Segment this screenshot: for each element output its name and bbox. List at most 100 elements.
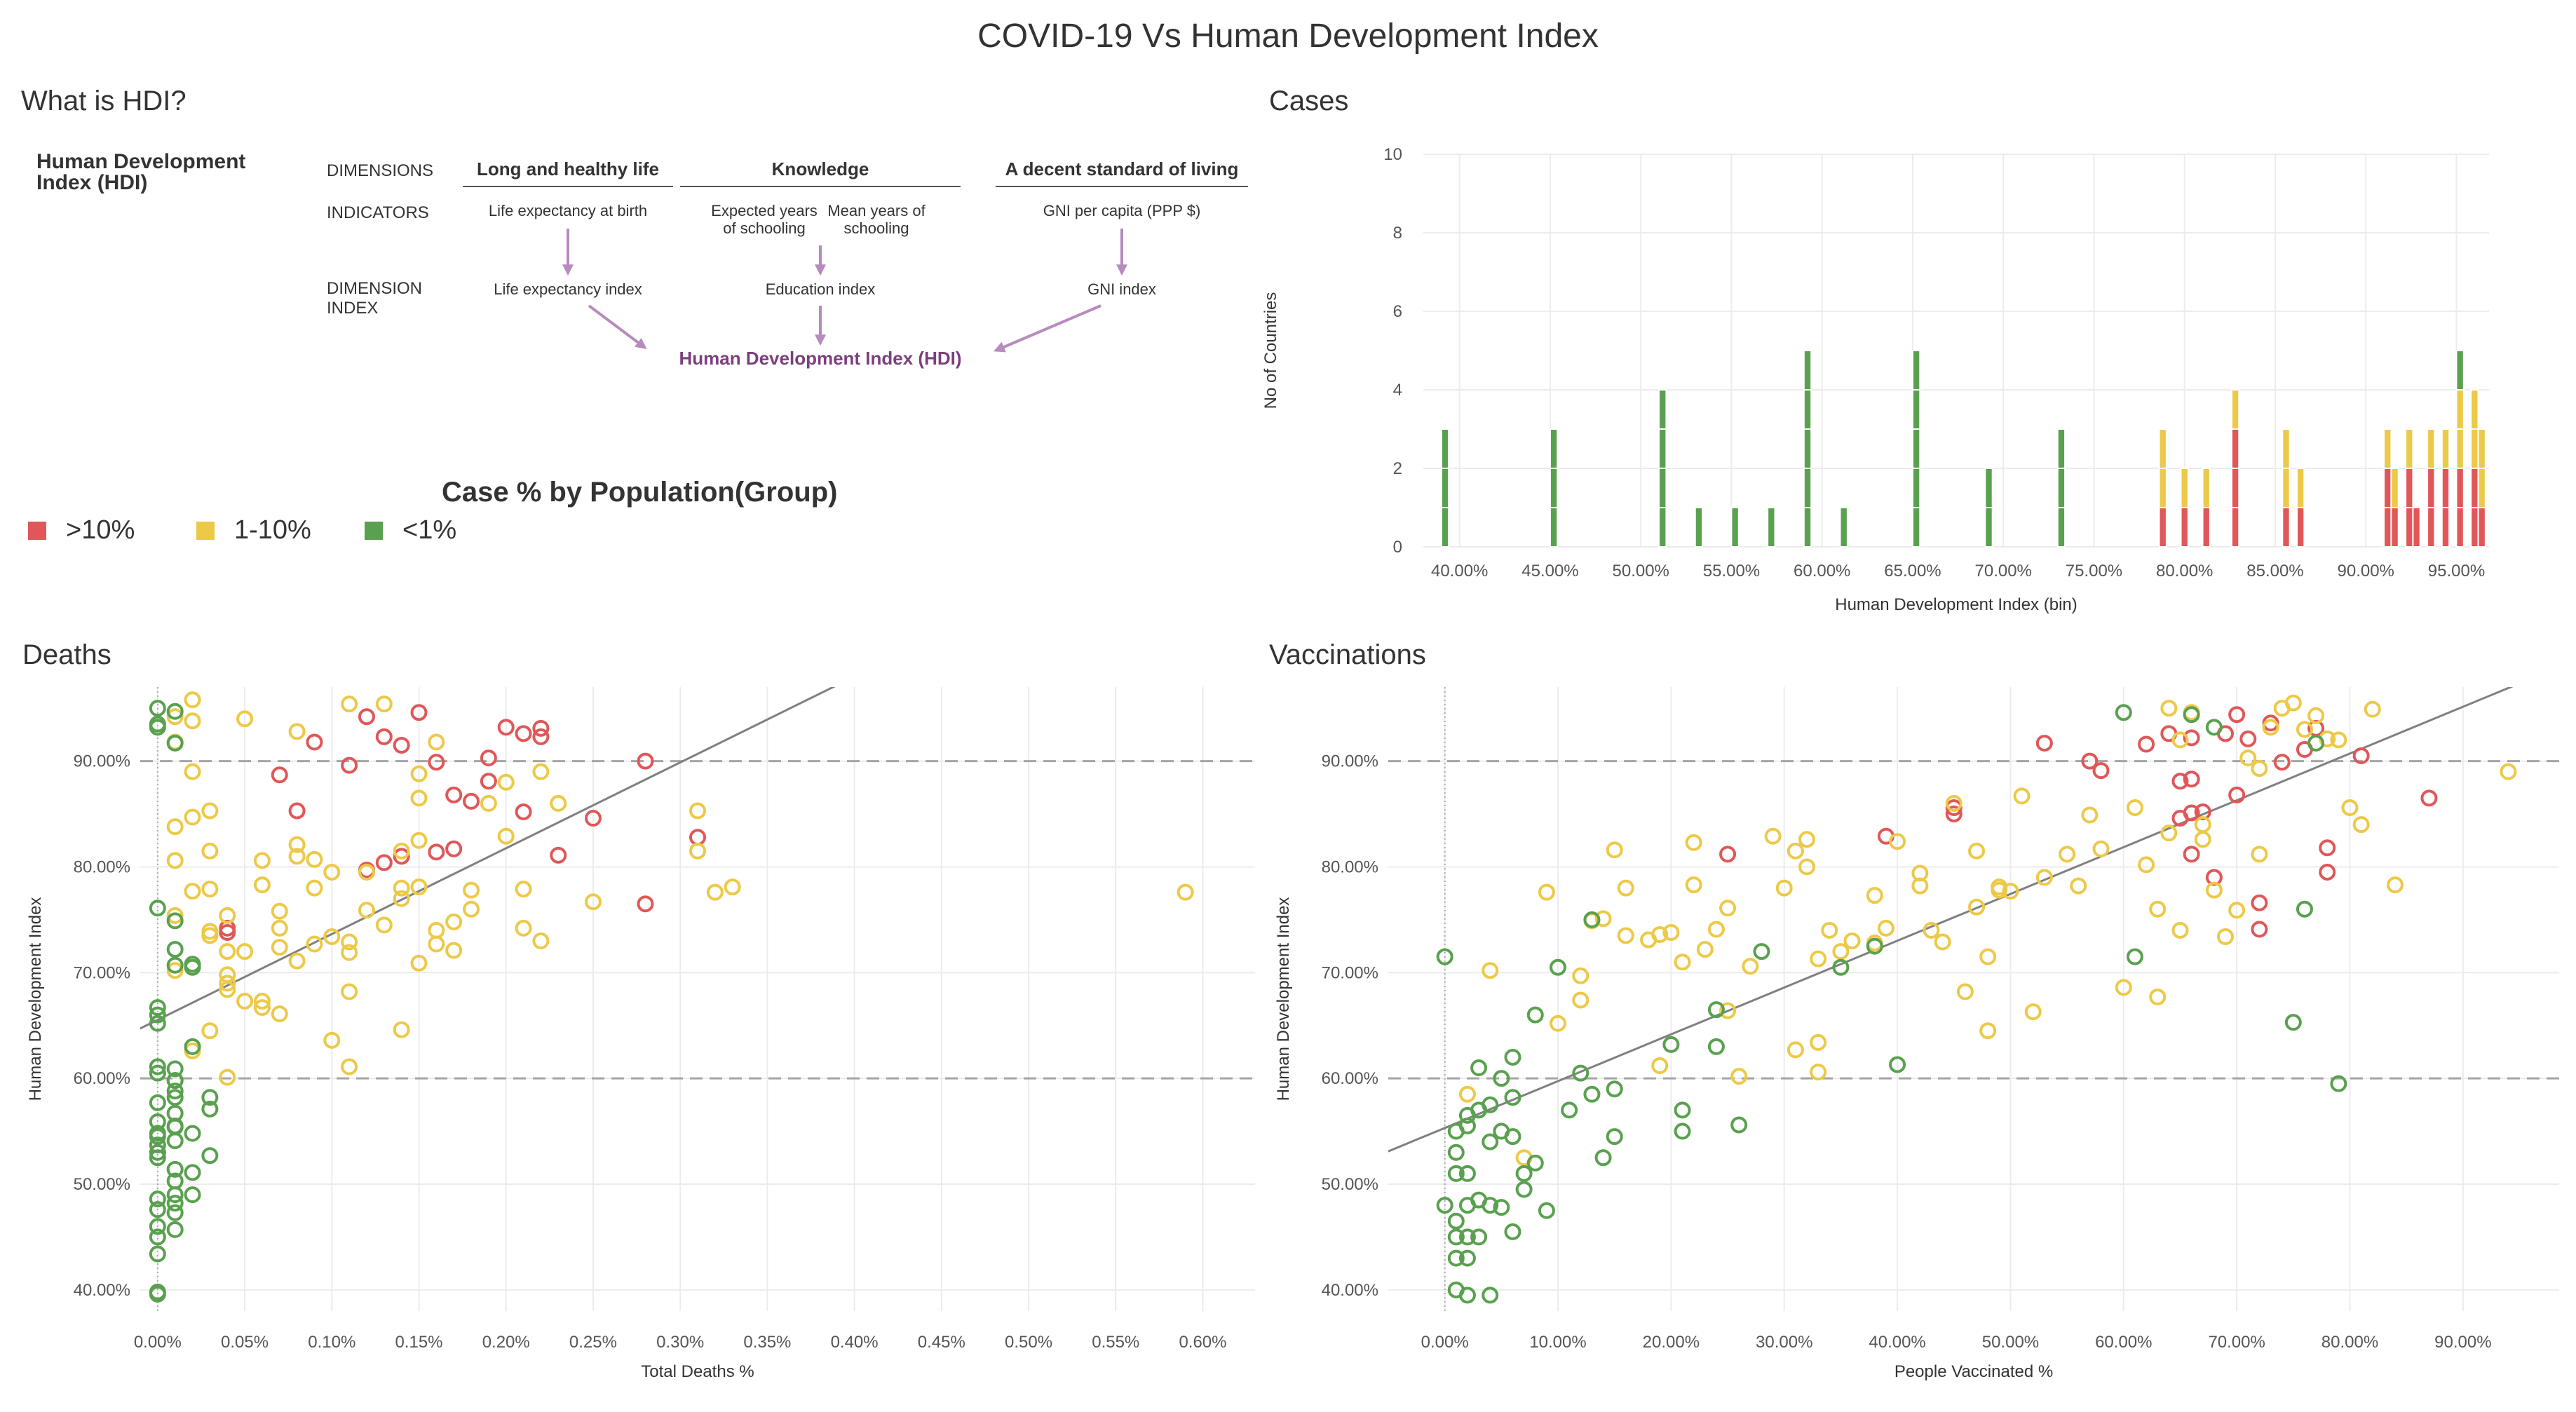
bar-segment [2202,507,2211,548]
data-point [1515,1165,1533,1182]
data-point [532,728,550,745]
x-tick-label: 0.55% [1092,1333,1139,1352]
data-point [2352,816,2370,834]
data-point [532,719,550,737]
data-point [323,863,341,881]
data-point [1550,958,1567,976]
bar-segment [2470,428,2479,469]
data-point [480,749,497,767]
x-tick-label: 0.05% [221,1333,269,1352]
data-point [166,708,184,726]
data-point [1662,923,1680,941]
data-point [410,878,428,896]
x-tick-label: 30.00% [1756,1333,1812,1352]
data-point [1798,858,1816,876]
data-point [1674,953,1691,971]
legend-label-low: <1% [402,515,457,545]
data-point [375,916,393,934]
data-point [184,1038,201,1055]
data-point [706,883,724,901]
data-point [428,921,445,939]
data-point [2228,902,2246,919]
bar-segment [2455,389,2465,430]
data-point [2284,694,2302,712]
data-point [341,983,358,1000]
data-point [428,843,445,861]
data-point [2035,869,2053,886]
data-point [166,852,184,869]
data-point [410,789,428,807]
data-point [375,695,393,713]
bar-segment [1730,507,1740,548]
cases-histogram[interactable]: 40.00% 45.00% 50.00% 55.00% 60.00% 65.00% 70.0… [1248,126,2573,617]
data-point [149,1128,166,1146]
data-point [410,704,428,721]
x-axis-label: People Vaccinated % [1894,1362,2053,1381]
data-point [2284,1014,2302,1031]
bar-segment [2412,507,2421,548]
y-tick-label: 40.00% [74,1281,130,1300]
data-point [1572,1064,1589,1082]
data-point [166,1089,184,1106]
data-point [2183,846,2200,863]
arrow-gni-to-hdi [994,304,1101,353]
data-point [149,1190,166,1208]
data-point [1945,806,1962,823]
bar-segment [2477,468,2486,508]
data-point [149,1058,166,1075]
data-point [1504,1048,1521,1066]
data-point [445,942,463,959]
data-point [1617,927,1634,944]
vaccinations-scatter[interactable]: 0.00% 10.00% 20.00% 30.00% 40.00% 50.00% 60.00… [1248,680,2573,1412]
data-point [149,700,166,717]
data-point [375,728,393,745]
data-point [1889,833,1906,850]
data-point [1787,1041,1804,1059]
data-point [1730,1116,1748,1134]
data-point [201,927,219,944]
data-point [166,1160,184,1178]
data-point [1458,1085,1476,1103]
index-education: Education index [765,280,876,298]
data-point [1606,841,1623,859]
y-tick-label: 6 [1393,302,1402,321]
bar-segment [1549,428,1559,469]
legend-swatch-low [365,521,383,540]
bar-segment [2455,350,2465,391]
data-point [166,1060,184,1078]
deaths-scatter[interactable]: 0.00% 0.05% 0.10% 0.15% 0.20% 0.25% 0.30% 0.35%… [0,680,1276,1412]
data-point [375,854,393,871]
legend-item-high[interactable]: >10% [28,515,135,545]
plot-area [1388,687,2517,1304]
bar-segment [1911,507,1921,548]
data-point [1674,1101,1691,1119]
data-point [1889,1056,1906,1073]
bar-segment [2390,468,2399,508]
bar-segment [2056,428,2066,469]
data-point [341,1058,358,1075]
x-tick-label: 0.60% [1179,1333,1226,1352]
data-point [2251,760,2268,778]
legend-item-low[interactable]: <1% [365,515,456,545]
data-point [166,1186,184,1204]
legend-item-mid[interactable]: 1-10% [196,515,311,545]
bar-segment [1658,428,1667,469]
bar-segment [2282,428,2291,469]
data-point [2319,839,2336,857]
data-point [1810,950,1827,968]
data-point [1538,883,1555,901]
data-point [393,736,410,754]
data-point [428,733,445,751]
y-tick-label: 10 [1383,145,1402,164]
bar-segment [1911,350,1921,391]
data-point [184,1186,201,1204]
x-tick-label: 0.15% [395,1333,442,1352]
vaccinations-panel-title: Vaccinations [1269,639,1426,670]
y-tick-label: 50.00% [74,1175,130,1194]
x-tick-label: 0.40% [831,1333,879,1352]
data-point [584,893,602,911]
bar-segment [2158,428,2167,469]
hdi-result-label: Human Development Index (HDI) [679,348,962,369]
x-tick-label: 0.10% [308,1333,355,1352]
data-point [149,1094,166,1111]
